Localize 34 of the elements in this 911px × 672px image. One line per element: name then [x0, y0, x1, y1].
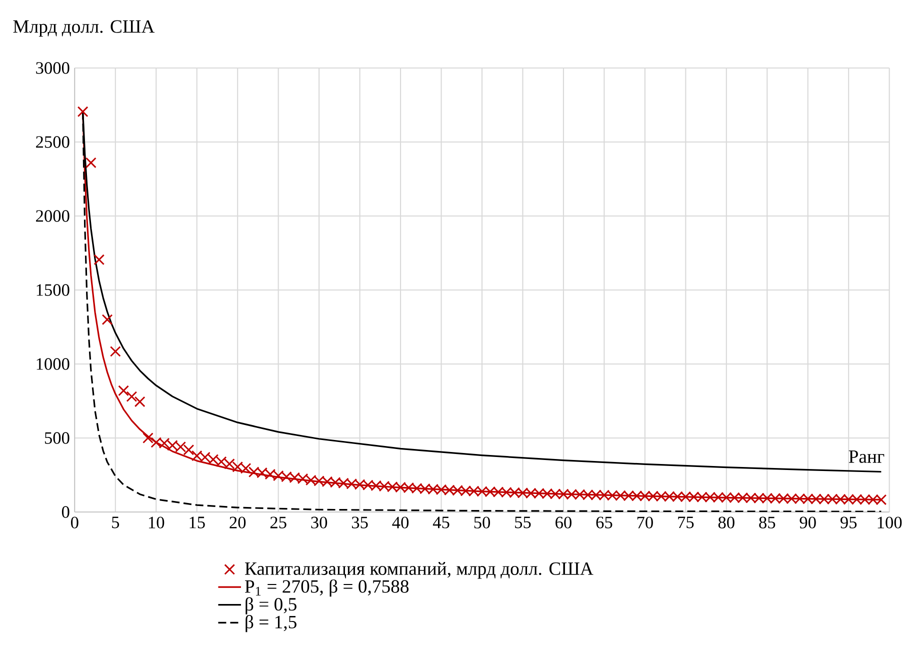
x-tick-label: 25 — [270, 516, 286, 528]
x-tick-label: 65 — [596, 516, 612, 528]
x-tick-label: 75 — [678, 516, 694, 528]
x-tick-label: 70 — [637, 516, 653, 528]
x-tick-label: 20 — [230, 516, 246, 528]
x-tick-label: 95 — [840, 516, 857, 528]
x-tick-label: 45 — [432, 516, 450, 528]
x-tick-label: 90 — [800, 516, 816, 528]
x-tick-label: 5 — [112, 516, 120, 528]
y-tick-label: 1000 — [36, 358, 70, 370]
x-tick-label: 40 — [392, 516, 409, 528]
y-tick-label: 2000 — [36, 210, 70, 222]
legend-label: β = 1,5 — [246, 615, 296, 632]
y-tick-label: 0 — [62, 506, 70, 518]
y-tick-label: 3000 — [36, 62, 70, 74]
x-axis-title: Ранг — [848, 450, 884, 463]
x-tick-label: 100 — [878, 516, 902, 528]
legend-label: P$_{1}$ = 2705, β = 0,7588 — [245, 579, 409, 597]
x-tick-label: 10 — [148, 516, 164, 528]
x-tick-label: 0 — [71, 516, 78, 528]
x-tick-label: 50 — [474, 516, 490, 528]
x-tick-label: 60 — [556, 516, 572, 528]
y-axis-title: Млрд долл. США — [13, 20, 155, 37]
x-tick-label: 30 — [311, 516, 328, 528]
x-tick-label: 80 — [718, 516, 734, 528]
x-tick-label: 55 — [515, 516, 531, 528]
x-tick-label: 85 — [759, 516, 776, 528]
legend-label: Капитализация компаний, млрд долл. США — [245, 562, 594, 579]
y-tick-label: 1500 — [36, 284, 70, 296]
y-tick-label: 500 — [44, 432, 70, 444]
y-tick-label: 2500 — [36, 136, 70, 148]
legend-label: β = 0,5 — [246, 597, 296, 614]
x-tick-label: 15 — [190, 516, 205, 528]
x-tick-label: 35 — [352, 516, 368, 528]
